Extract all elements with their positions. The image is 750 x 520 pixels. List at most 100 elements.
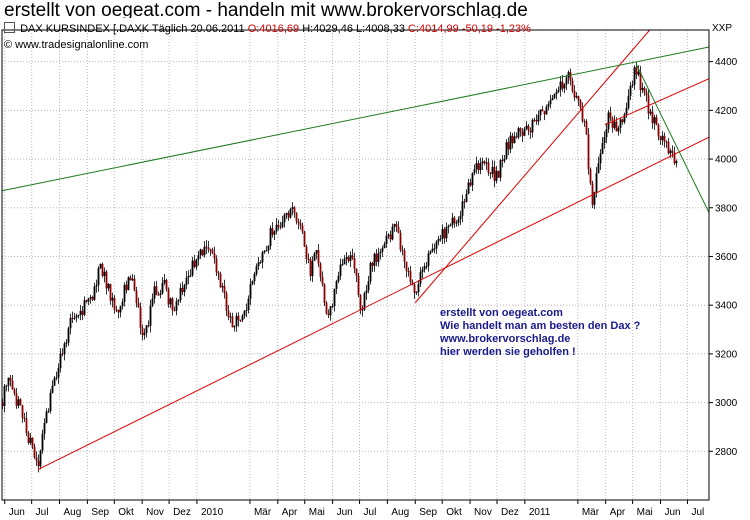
candle-body bbox=[577, 96, 580, 101]
candle-body bbox=[197, 255, 200, 260]
candle-body bbox=[405, 261, 408, 271]
candle-body bbox=[27, 432, 30, 443]
candle-body bbox=[341, 264, 344, 266]
candle-body bbox=[355, 268, 358, 276]
candle-body bbox=[11, 380, 14, 390]
candle-body bbox=[387, 234, 390, 236]
candle-body bbox=[555, 91, 558, 95]
chart-axes: 2800 3000 3200 3400 3600 3800 4000 4200 4400 Jun J… bbox=[1, 29, 738, 518]
candle-body bbox=[147, 325, 150, 327]
chart-title: erstellt von oegeat.com - handeln mit ww… bbox=[4, 0, 528, 21]
open-value: O:4016,69 bbox=[247, 23, 300, 35]
x-tick-label: Okt bbox=[118, 507, 134, 518]
candle-body bbox=[33, 446, 36, 458]
candle-body bbox=[625, 108, 628, 115]
candle-body bbox=[187, 276, 190, 278]
annotation-line: erstellt von oegeat.com bbox=[440, 307, 563, 319]
candle-body bbox=[277, 224, 280, 227]
candle-body bbox=[185, 277, 188, 285]
candle-body bbox=[251, 281, 254, 285]
candle-body bbox=[377, 253, 380, 262]
trendline-resistance bbox=[1, 46, 710, 192]
candle-body bbox=[391, 226, 394, 240]
candle-body bbox=[207, 247, 210, 250]
plot-border bbox=[1, 29, 710, 501]
candle-body bbox=[545, 106, 548, 115]
candle-body bbox=[557, 89, 560, 92]
x-tick-label: Jul bbox=[364, 507, 377, 518]
candle-body bbox=[563, 84, 566, 89]
period-label: Täglich bbox=[151, 23, 188, 35]
x-tick-label: Jun bbox=[9, 507, 25, 518]
candle-body bbox=[91, 297, 94, 300]
candle-body bbox=[225, 293, 228, 311]
candle-body bbox=[169, 298, 172, 305]
candle-body bbox=[573, 91, 576, 98]
candle-body bbox=[449, 224, 452, 227]
candle-body bbox=[311, 260, 314, 277]
candle-body bbox=[51, 385, 54, 393]
candle-body bbox=[165, 279, 168, 290]
x-tick-label: Mär bbox=[254, 507, 272, 518]
candle-body bbox=[5, 385, 8, 387]
candle-body bbox=[393, 224, 396, 227]
candle-body bbox=[327, 313, 330, 316]
candle-body bbox=[41, 433, 44, 451]
annotation-line: www.brokervorschlag.de bbox=[440, 333, 571, 345]
candle-body bbox=[503, 158, 506, 161]
candle-body bbox=[21, 405, 24, 418]
candle-body bbox=[457, 219, 460, 223]
candle-body bbox=[153, 286, 156, 299]
quote-header: DAX KURSINDEX [.DAXK Täglich 20.06.2011 … bbox=[4, 22, 531, 35]
candle-body bbox=[97, 268, 100, 286]
instrument-name: DAX KURSINDEX [.DAXK bbox=[20, 23, 150, 35]
close-change-value: C:4014,99 -50,19 -1,23% bbox=[408, 23, 531, 35]
candle-body bbox=[613, 121, 616, 128]
candle-body bbox=[85, 300, 88, 302]
candle-body bbox=[335, 281, 338, 289]
candle-body bbox=[317, 249, 320, 264]
x-tick-label: Jun bbox=[664, 507, 680, 518]
candle-body bbox=[547, 104, 550, 107]
candle-body bbox=[167, 289, 170, 305]
x-tick-label: Mai bbox=[637, 507, 653, 518]
candle-body bbox=[299, 223, 302, 226]
candle-body bbox=[117, 309, 120, 313]
candle-body bbox=[275, 224, 278, 232]
y-tick-label: 3800 bbox=[715, 203, 738, 214]
candle-body bbox=[47, 411, 50, 413]
candle-body bbox=[479, 163, 482, 171]
candle-body bbox=[219, 273, 222, 288]
candle-body bbox=[359, 294, 362, 311]
y-tick-label: 3000 bbox=[715, 398, 738, 409]
candle-body bbox=[639, 71, 642, 91]
candle-body bbox=[637, 71, 640, 75]
quote-date: 20.06.2011 bbox=[190, 23, 245, 35]
candle-body bbox=[279, 226, 282, 228]
candle-body bbox=[529, 130, 532, 133]
candle-body bbox=[597, 163, 600, 174]
candle-body bbox=[443, 228, 446, 239]
x-tick-label: 2011 bbox=[529, 507, 551, 518]
candle-body bbox=[357, 275, 360, 295]
y-tick-label: 3200 bbox=[715, 349, 738, 360]
candle-body bbox=[621, 119, 624, 123]
candle-body bbox=[65, 342, 68, 344]
candle-body bbox=[31, 437, 34, 447]
candle-body bbox=[125, 284, 128, 291]
candle-body bbox=[507, 142, 510, 150]
candle-body bbox=[657, 124, 660, 137]
candle-body bbox=[119, 306, 122, 313]
copyright-text: © www.tradesignalonline.com bbox=[4, 39, 149, 51]
candle-body bbox=[525, 125, 528, 129]
candle-body bbox=[519, 128, 522, 132]
candle-body bbox=[629, 85, 632, 96]
candle-body bbox=[641, 87, 644, 91]
candle-body bbox=[453, 217, 456, 224]
candle-body bbox=[289, 208, 292, 218]
candle-body bbox=[441, 228, 444, 239]
candle-body bbox=[559, 81, 562, 90]
x-tick-label: Jun bbox=[337, 507, 353, 518]
candle-body bbox=[533, 119, 536, 121]
candle-body bbox=[63, 343, 66, 355]
